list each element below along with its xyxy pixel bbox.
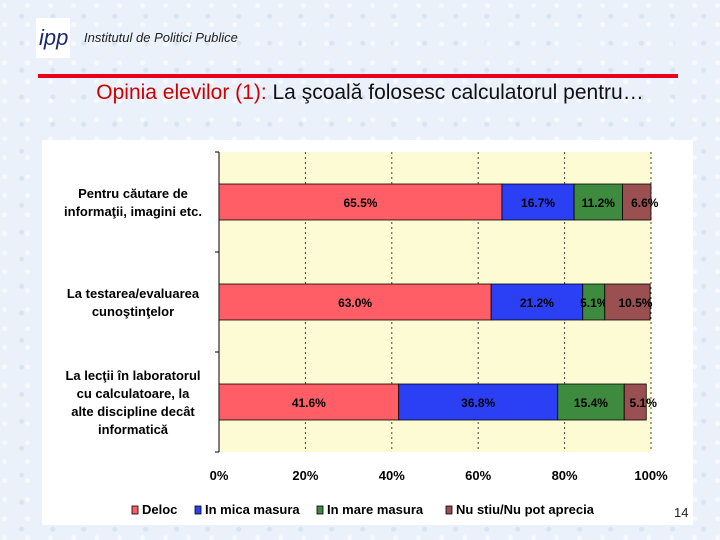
x-tick-label: 40%	[379, 468, 405, 483]
bar-deloc-0	[218, 183, 503, 221]
category-label: cunoştinţelor	[92, 304, 174, 319]
legend-label: In mare masura	[327, 502, 424, 517]
title-highlight: Opinia elevilor (1):	[96, 81, 267, 104]
page-number: 14	[674, 505, 689, 520]
data-label: 11.2%	[582, 196, 616, 210]
category-label: informaţii, imagini etc.	[64, 204, 202, 219]
data-label: 5.1%	[580, 296, 608, 310]
category-label: La testarea/evaluarea	[67, 286, 200, 301]
x-tick-label: 20%	[292, 468, 318, 483]
bar-in-mica-masura-2	[398, 383, 559, 421]
data-label: 16.7%	[521, 196, 555, 210]
chart-area: 65.5% 16.7% 11.2% 6.6% Pentru căutare de info…	[42, 140, 693, 525]
legend-label: In mica masura	[205, 502, 300, 517]
legend-label: Deloc	[142, 502, 177, 517]
bar-in-mica-masura-0	[501, 183, 575, 221]
x-tick-label: 0%	[210, 468, 229, 483]
bar-nu-stiu-nu-pot-aprecia-1	[604, 283, 651, 321]
data-label: 10.5%	[618, 296, 652, 310]
ipp-logo: ipp	[36, 18, 70, 58]
bar-in-mare-masura-0	[573, 183, 623, 221]
category-label: Pentru căutare de	[78, 186, 188, 201]
data-label: 6.6%	[631, 196, 659, 210]
bar-in-mare-masura-2	[557, 383, 625, 421]
category-label: informatică	[98, 422, 169, 437]
bar-in-mica-masura-1	[490, 283, 584, 321]
data-label: 65.5%	[343, 196, 377, 210]
logo-text: ipp	[39, 25, 68, 50]
legend-swatch	[194, 505, 202, 515]
x-tick-label: 80%	[552, 468, 578, 483]
bar-nu-stiu-nu-pot-aprecia-2	[623, 383, 647, 421]
bar-nu-stiu-nu-pot-aprecia-0	[622, 183, 652, 221]
category-label: La lecţii în laboratorul	[65, 368, 200, 383]
category-label: alte discipline decât	[71, 404, 195, 419]
title-rest: La şcoală folosesc calculatorul pentru…	[266, 81, 644, 104]
bar-deloc-2	[218, 383, 400, 421]
data-label: 36.8%	[461, 396, 495, 410]
x-tick-label: 60%	[465, 468, 491, 483]
legend-swatch	[445, 505, 453, 515]
slide-title: Opinia elevilor (1): La şcoală folosesc …	[60, 80, 680, 105]
x-tick-label: 100%	[634, 468, 668, 483]
category-label: cu calculatoare, la	[77, 386, 190, 401]
data-label: 15.4%	[574, 396, 608, 410]
legend-label: Nu stiu/Nu pot aprecia	[456, 502, 595, 517]
institute-name: Institutul de Politici Publice	[84, 30, 238, 45]
legend-swatch	[131, 505, 139, 515]
legend-swatch	[316, 505, 324, 515]
data-label: 41.6%	[292, 396, 326, 410]
data-label: 21.2%	[520, 296, 554, 310]
data-label: 63.0%	[338, 296, 372, 310]
stacked-bar-chart: 65.5% 16.7% 11.2% 6.6% Pentru căutare de info…	[64, 151, 668, 517]
data-label: 5.1%	[630, 396, 658, 410]
title-divider	[38, 74, 678, 78]
